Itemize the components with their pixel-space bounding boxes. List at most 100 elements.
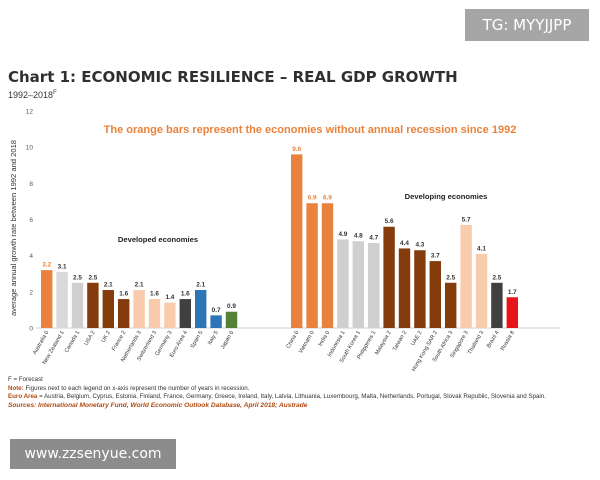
category-label: France 2: [111, 330, 127, 352]
bar-value-label: 1.7: [508, 289, 517, 296]
bar-value-label: 4.1: [477, 245, 486, 252]
bar: [195, 290, 207, 328]
chart-subtitle: 1992–2018F: [8, 90, 57, 100]
bar: [87, 282, 99, 328]
bar-value-label: 3.1: [58, 263, 67, 270]
category-label: UAE 2: [410, 330, 423, 347]
bar-value-label: 2.1: [104, 282, 113, 289]
category-label: China 0: [286, 330, 301, 350]
bar-value-label: 4.3: [415, 242, 424, 249]
bar-value-label: 1.6: [119, 291, 128, 298]
bar: [506, 297, 518, 328]
bar-value-label: 1.6: [181, 291, 190, 298]
bar: [306, 203, 318, 328]
bar: [210, 315, 222, 328]
bar: [368, 243, 380, 328]
y-tick-label: 6: [29, 217, 33, 224]
y-tick-label: 4: [29, 253, 33, 260]
euro-text: = Austria, Belgium, Cyprus, Estonia, Fin…: [37, 393, 546, 401]
bar: [179, 299, 191, 328]
category-label: Russia 8: [500, 330, 516, 352]
euro-area-note: Euro Area = Austria, Belgium, Cyprus, Es…: [8, 393, 546, 402]
note-text: Figures next to each legend on x-axis re…: [23, 384, 250, 392]
chart-headline: The orange bars represent the economies …: [104, 124, 517, 136]
category-label: Brazil 4: [486, 330, 501, 349]
note-label: Note:: [8, 384, 24, 392]
y-tick-label: 8: [29, 181, 33, 188]
category-label: USA 2: [84, 330, 97, 347]
bar-value-label: 4.9: [338, 231, 347, 238]
bar-chart: 0 2 4 6 8 10 12 average annual growth rate bet…: [9, 109, 560, 373]
category-label: UK 2: [101, 330, 112, 344]
category-label: Canada 1: [64, 330, 81, 354]
watermark-tag: TG: MYYJJPP: [465, 9, 589, 41]
euro-label: Euro Area: [8, 393, 38, 401]
bar-value-label: 4.4: [400, 240, 409, 247]
category-label: Japan 6: [220, 330, 235, 350]
bar: [475, 253, 488, 328]
bar: [429, 261, 441, 328]
category-label: Spain 5: [190, 330, 205, 349]
bar-value-label: 4.7: [369, 235, 378, 242]
y-tick-label: 0: [29, 326, 33, 333]
bar: [445, 282, 457, 328]
bar-value-label: 3.7: [431, 253, 440, 260]
bar: [460, 224, 472, 328]
watermark-site: www.zzsenyue.com: [10, 439, 176, 469]
bar: [118, 299, 130, 328]
bar-value-label: 1.4: [165, 294, 174, 301]
bar: [291, 154, 303, 328]
bar: [383, 226, 395, 328]
category-label: Vietnam 0: [298, 330, 316, 355]
chart-notes: F = Forecast Note: Figures next to each …: [8, 376, 546, 410]
bar-value-label: 3.2: [42, 262, 51, 269]
category-label: India 0: [318, 330, 332, 348]
bar: [133, 290, 145, 328]
bar-value-label: 0.7: [212, 307, 221, 314]
bar: [41, 270, 53, 328]
bar-value-label: 5.6: [385, 218, 394, 225]
bar-value-label: 5.7: [462, 216, 471, 223]
y-tick-label: 10: [26, 145, 34, 152]
bar: [321, 203, 334, 328]
bar: [352, 241, 364, 328]
subtitle-superscript: F: [53, 90, 57, 96]
chart-title: Chart 1: ECONOMIC RESILIENCE – REAL GDP …: [8, 68, 458, 86]
recession-note: Note: Figures next to each legend on x-a…: [8, 385, 546, 394]
bar: [337, 239, 349, 328]
bar-value-label: 9.6: [292, 146, 301, 153]
bar-value-label: 6.9: [308, 195, 317, 202]
y-tick-label: 12: [26, 109, 34, 116]
bar-value-label: 2.5: [88, 274, 97, 281]
bar: [398, 248, 411, 328]
sources-note: Sources: International Monetary Fund, Wo…: [8, 401, 308, 409]
forecast-note: F = Forecast: [8, 376, 43, 383]
bar: [164, 302, 176, 328]
category-label: Thailand 3: [467, 330, 485, 356]
y-tick-label: 2: [29, 289, 33, 296]
category-label: Malaysia 2: [374, 330, 393, 356]
subtitle-text: 1992–2018: [8, 90, 54, 100]
bar: [491, 282, 503, 328]
group-label-developing: Developing economies: [405, 192, 488, 201]
bar: [225, 311, 238, 328]
bar-value-label: 2.5: [492, 274, 501, 281]
bar-value-label: 2.5: [446, 274, 455, 281]
bar: [414, 250, 426, 328]
y-axis-label: average annual growth rate between 1992 …: [9, 140, 18, 316]
bar-value-label: 0.9: [227, 303, 236, 310]
bar-value-label: 1.6: [150, 291, 159, 298]
bar: [71, 282, 84, 328]
bar-value-label: 2.1: [196, 282, 205, 289]
category-label: Taiwan 2: [392, 330, 408, 352]
bar: [102, 290, 114, 328]
bar-value-label: 4.8: [354, 233, 363, 240]
group-label-developed: Developed economies: [118, 235, 198, 244]
bar: [148, 299, 161, 328]
bar-value-label: 2.5: [73, 274, 82, 281]
bar: [56, 271, 68, 328]
category-label: Italy 5: [207, 330, 220, 346]
bar-value-label: 2.1: [135, 282, 144, 289]
bar-value-label: 6.9: [323, 195, 332, 202]
